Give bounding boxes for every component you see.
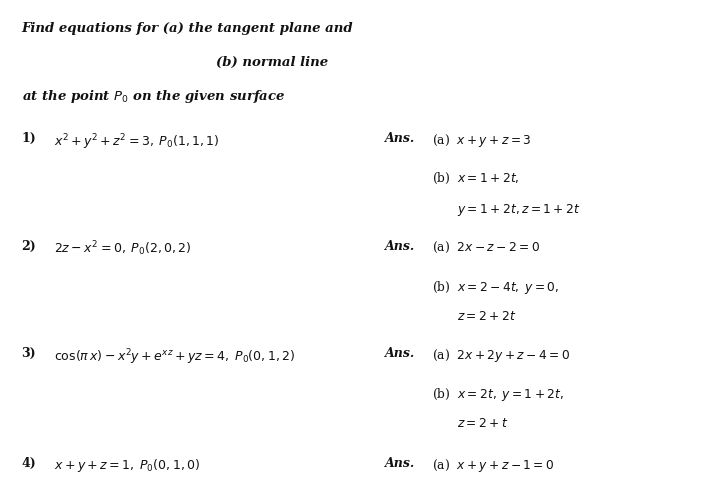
Text: (a)  $2x - z - 2 = 0$: (a) $2x - z - 2 = 0$ xyxy=(432,239,540,254)
Text: 1): 1) xyxy=(22,132,36,145)
Text: (a)  $x + y + z - 1 = 0$: (a) $x + y + z - 1 = 0$ xyxy=(432,456,554,473)
Text: Find equations for (a) the tangent plane and: Find equations for (a) the tangent plane… xyxy=(22,22,354,35)
Text: $y = 1 + 2t ,z = 1 + 2t$: $y = 1 + 2t ,z = 1 + 2t$ xyxy=(457,202,581,218)
Text: Ans.: Ans. xyxy=(385,346,415,360)
Text: at the point $P_0$ on the given surface: at the point $P_0$ on the given surface xyxy=(22,88,285,105)
Text: $z = 2 + t$: $z = 2 + t$ xyxy=(457,416,509,429)
Text: $\cos(\pi\, x) - x^2 y + e^{xz} + yz = 4,\; P_0(0,1,2)$: $\cos(\pi\, x) - x^2 y + e^{xz} + yz = 4… xyxy=(54,346,295,366)
Text: $x^2 + y^2 + z^2 = 3,\; P_0(1,1,1)$: $x^2 + y^2 + z^2 = 3,\; P_0(1,1,1)$ xyxy=(54,132,220,151)
Text: Ans.: Ans. xyxy=(385,239,415,252)
Text: (b)  $x = 1 + 2t,$: (b) $x = 1 + 2t,$ xyxy=(432,171,520,186)
Text: $z = 2 + 2t$: $z = 2 + 2t$ xyxy=(457,309,516,322)
Text: (b) normal line: (b) normal line xyxy=(216,56,328,69)
Text: (b)  $x = 2t,\; y = 1 + 2t,$: (b) $x = 2t,\; y = 1 + 2t,$ xyxy=(432,386,564,403)
Text: Ans.: Ans. xyxy=(385,456,415,469)
Text: (a)  $2x + 2y + z - 4 = 0$: (a) $2x + 2y + z - 4 = 0$ xyxy=(432,346,570,364)
Text: $x + y + z = 1,\; P_0(0,1,0)$: $x + y + z = 1,\; P_0(0,1,0)$ xyxy=(54,456,200,473)
Text: 3): 3) xyxy=(22,346,36,360)
Text: Ans.: Ans. xyxy=(385,132,415,145)
Text: 2): 2) xyxy=(22,239,36,252)
Text: $2z - x^2 = 0,\; P_0(2,0,2)$: $2z - x^2 = 0,\; P_0(2,0,2)$ xyxy=(54,239,192,258)
Text: 4): 4) xyxy=(22,456,36,469)
Text: (b)  $x = 2 - 4t,\; y = 0,$: (b) $x = 2 - 4t,\; y = 0,$ xyxy=(432,278,559,295)
Text: (a)  $x + y + z = 3$: (a) $x + y + z = 3$ xyxy=(432,132,531,149)
